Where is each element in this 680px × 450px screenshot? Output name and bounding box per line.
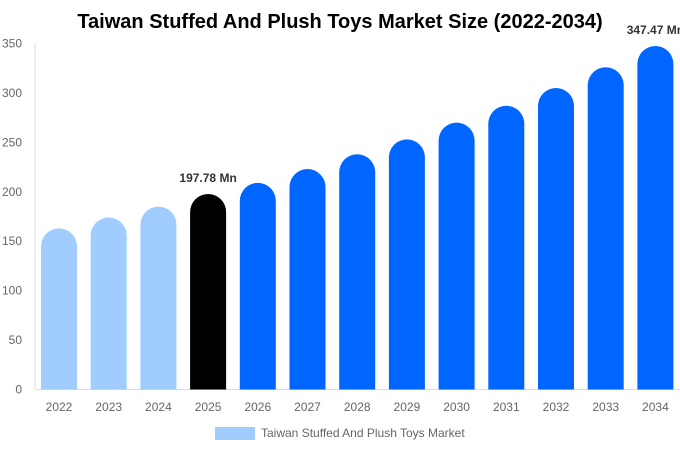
data-label: 347.47 Mn xyxy=(627,23,680,37)
x-tick-label: 2031 xyxy=(493,400,520,414)
bar-2027[interactable] xyxy=(289,169,326,390)
x-tick-label: 2028 xyxy=(344,400,371,414)
x-tick-label: 2026 xyxy=(244,400,271,414)
bar-2025[interactable] xyxy=(190,193,227,390)
legend-swatch xyxy=(215,427,255,440)
bar-2022[interactable] xyxy=(41,228,77,390)
y-tick-label: 350 xyxy=(2,37,22,51)
bar-2028[interactable] xyxy=(339,154,376,390)
chart-title: Taiwan Stuffed And Plush Toys Market Siz… xyxy=(77,11,602,33)
bar-2026[interactable] xyxy=(239,182,276,390)
y-tick-label: 50 xyxy=(9,333,23,347)
x-tick-label: 2023 xyxy=(95,400,122,414)
x-tick-label: 2030 xyxy=(443,400,470,414)
x-tick-label: 2032 xyxy=(543,400,570,414)
x-tick-label: 2024 xyxy=(145,400,172,414)
y-tick-label: 250 xyxy=(2,135,22,149)
x-tick-label: 2025 xyxy=(195,400,222,414)
bar-2033[interactable] xyxy=(587,67,624,390)
bar-2029[interactable] xyxy=(388,139,425,390)
x-tick-label: 2029 xyxy=(394,400,421,414)
y-tick-label: 150 xyxy=(2,234,22,248)
legend[interactable]: Taiwan Stuffed And Plush Toys Market xyxy=(215,426,465,440)
bar-2023[interactable] xyxy=(90,217,127,390)
y-tick-label: 100 xyxy=(2,284,22,298)
bar-2030[interactable] xyxy=(438,122,475,390)
y-tick-label: 300 xyxy=(2,86,22,100)
legend-label: Taiwan Stuffed And Plush Toys Market xyxy=(261,426,465,440)
x-tick-label: 2034 xyxy=(642,400,669,414)
y-tick-label: 200 xyxy=(2,185,22,199)
x-tick-label: 2033 xyxy=(592,400,619,414)
y-tick-label: 0 xyxy=(15,383,22,397)
bar-2031[interactable] xyxy=(488,105,525,390)
data-label: 197.78 Mn xyxy=(179,171,236,185)
bar-2034[interactable] xyxy=(637,46,674,390)
bar-2032[interactable] xyxy=(538,87,574,390)
x-tick-label: 2022 xyxy=(46,400,73,414)
x-tick-label: 2027 xyxy=(294,400,321,414)
bar-2024[interactable] xyxy=(140,206,177,390)
